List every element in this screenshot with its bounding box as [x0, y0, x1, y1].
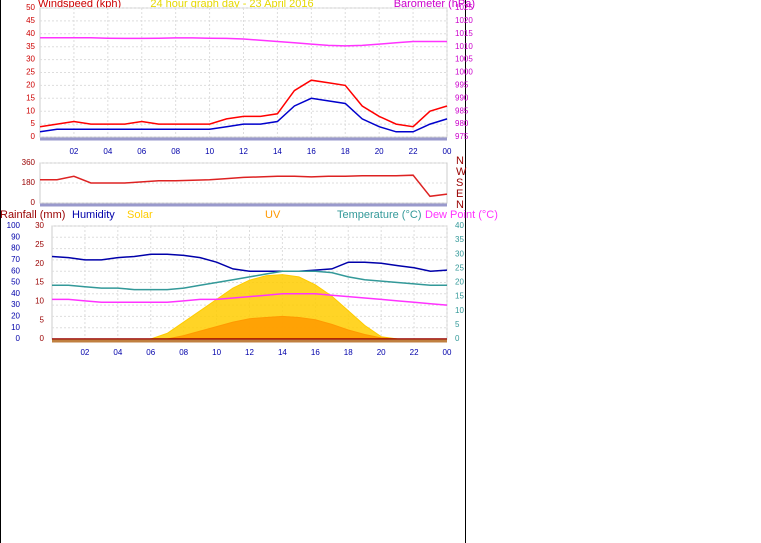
- compass-label: N: [456, 155, 464, 167]
- y-tick-label: 50: [26, 3, 35, 12]
- y2-tick-label: 25: [455, 263, 464, 272]
- x-tick-label: 22: [410, 348, 419, 357]
- line: [39, 97, 448, 133]
- y3-tick-label: 0: [40, 334, 45, 343]
- y-tick-label: 40: [26, 29, 35, 38]
- y2-tick-label: 995: [455, 81, 469, 90]
- line: [52, 270, 447, 291]
- y-tick-label: 0: [31, 132, 36, 141]
- x-tick-label: 16: [307, 147, 316, 156]
- x-tick-label: 08: [171, 147, 180, 156]
- y-tick-label: 15: [26, 93, 35, 102]
- y2-tick-label: 1025: [455, 3, 473, 12]
- y2-tick-label: 5: [455, 320, 460, 329]
- y-tick-label: 80: [11, 244, 20, 253]
- y3-tick-label: 25: [35, 240, 44, 249]
- y-tick-label: 40: [11, 289, 20, 298]
- x-tick-label: 20: [377, 348, 386, 357]
- legend-entry: Humidity: [72, 209, 115, 221]
- x-tick-label: 14: [278, 348, 287, 357]
- chart-title: 24 hour graph day - 23 April 2016: [150, 0, 313, 10]
- line: [40, 36, 447, 47]
- x-tick-label: 16: [311, 348, 320, 357]
- y2-tick-label: 30: [455, 249, 464, 258]
- line: [52, 293, 448, 306]
- legend-entry: Dew Point (°C): [425, 209, 498, 221]
- y3-tick-label: 30: [35, 221, 44, 230]
- y2-tick-label: 10: [455, 306, 464, 315]
- compass-label: E: [456, 188, 463, 200]
- y-tick-label: 20: [26, 81, 35, 90]
- y2-tick-label: 975: [455, 132, 469, 141]
- y-tick-label: 60: [11, 266, 20, 275]
- y2-tick-label: 1005: [455, 55, 473, 64]
- y2-tick-label: 1020: [455, 16, 473, 25]
- y-tick-label: 50: [11, 278, 20, 287]
- y-tick-label: 45: [26, 16, 35, 25]
- line: [40, 174, 448, 198]
- y2-tick-label: 15: [455, 292, 464, 301]
- y2-tick-label: 20: [455, 278, 464, 287]
- y2-tick-label: 0: [455, 334, 460, 343]
- x-tick-label: 10: [205, 147, 214, 156]
- y-tick-label: 90: [11, 232, 20, 241]
- legend-entry: Rainfall (mm): [0, 209, 65, 221]
- y-tick-label: 10: [11, 323, 20, 332]
- y2-tick-label: 35: [455, 235, 464, 244]
- x-tick-label: 08: [179, 348, 188, 357]
- y3-tick-label: 5: [40, 315, 45, 324]
- x-tick-label: 18: [341, 147, 350, 156]
- line: [51, 253, 448, 272]
- y3-tick-label: 10: [35, 296, 44, 305]
- y2-tick-label: 990: [455, 93, 469, 102]
- y-tick-label: 180: [22, 178, 36, 187]
- x-tick-label: 14: [273, 147, 282, 156]
- y-tick-label: 100: [7, 221, 21, 230]
- x-tick-label: 18: [344, 348, 353, 357]
- compass-label: W: [456, 166, 467, 178]
- x-tick-label: 04: [113, 348, 122, 357]
- y2-tick-label: 1000: [455, 68, 473, 77]
- y-tick-label: 20: [11, 312, 20, 321]
- legend-entry: Temperature (°C): [337, 209, 421, 221]
- x-tick-label: 22: [409, 147, 418, 156]
- y-axis-label: Windspeed (kph): [38, 0, 121, 10]
- y-tick-label: 30: [11, 300, 20, 309]
- line: [39, 79, 448, 128]
- y-tick-label: 35: [26, 42, 35, 51]
- x-tick-label: 02: [69, 147, 78, 156]
- y-tick-label: 5: [31, 119, 36, 128]
- x-tick-label: 02: [80, 348, 89, 357]
- x-tick-label: 10: [212, 348, 221, 357]
- y2-tick-label: 980: [455, 119, 469, 128]
- y2-tick-label: 1010: [455, 42, 473, 51]
- y2-tick-label: 985: [455, 106, 469, 115]
- x-tick-label: 06: [146, 348, 155, 357]
- y3-tick-label: 20: [35, 259, 44, 268]
- x-tick-label: 06: [137, 147, 146, 156]
- legend-entry: UV: [265, 209, 281, 221]
- x-tick-label: 20: [375, 147, 384, 156]
- y-tick-label: 0: [16, 334, 21, 343]
- x-tick-label: 12: [245, 348, 254, 357]
- y-tick-label: 25: [26, 68, 35, 77]
- y2-tick-label: 1015: [455, 29, 473, 38]
- y2-tick-label: 40: [455, 221, 464, 230]
- y-tick-label: 70: [11, 255, 20, 264]
- legend-entry: Solar: [127, 209, 153, 221]
- compass-label: S: [456, 177, 463, 189]
- y2-axis-label: Barometer (hPa): [394, 0, 475, 10]
- compass-label: N: [456, 199, 464, 211]
- y-tick-label: 10: [26, 106, 35, 115]
- x-tick-label: 00: [443, 147, 452, 156]
- y-tick-label: 360: [22, 158, 36, 167]
- x-tick-label: 12: [239, 147, 248, 156]
- y3-tick-label: 15: [35, 278, 44, 287]
- y-tick-label: 0: [31, 198, 36, 207]
- y-tick-label: 30: [26, 55, 35, 64]
- x-tick-label: 04: [103, 147, 112, 156]
- x-tick-label: 00: [443, 348, 452, 357]
